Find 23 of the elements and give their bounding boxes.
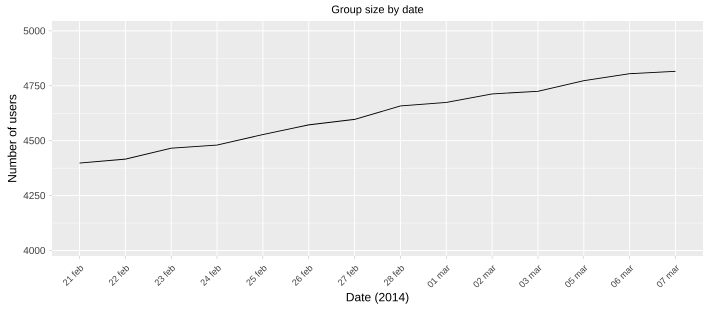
x-tick-label: 24 feb — [200, 266, 221, 286]
x-tick-label: 07 mar — [656, 265, 679, 288]
chart-title: Group size by date — [332, 5, 424, 16]
x-tick-label: 01 mar — [428, 265, 450, 288]
x-tick-label: 23 feb — [154, 266, 175, 286]
y-axis-title: Number of users — [8, 94, 16, 182]
x-tick-label: 21 feb — [63, 266, 84, 286]
y-tick-label: 4750 — [23, 82, 46, 90]
x-axis-title: Date (2014) — [346, 292, 408, 304]
x-tick-label: 26 feb — [292, 266, 312, 286]
y-tick-label: 4000 — [23, 246, 46, 254]
y-tick-label: 4250 — [23, 192, 46, 200]
y-tick-label: 4500 — [23, 137, 46, 144]
x-tick-label: 28 feb — [384, 266, 404, 286]
x-tick-label: 02 mar — [473, 265, 496, 288]
y-tick-label: 5000 — [24, 27, 46, 34]
line-series — [79, 70, 676, 164]
x-tick-label: 27 feb — [338, 266, 358, 286]
x-tick-label: 22 feb — [108, 266, 130, 286]
x-tick-label: 03 mar — [519, 265, 542, 288]
x-tick-label: 06 mar — [610, 265, 633, 288]
x-tick-label: 25 feb — [246, 266, 267, 286]
x-tick-label: 05 mar — [565, 265, 588, 288]
